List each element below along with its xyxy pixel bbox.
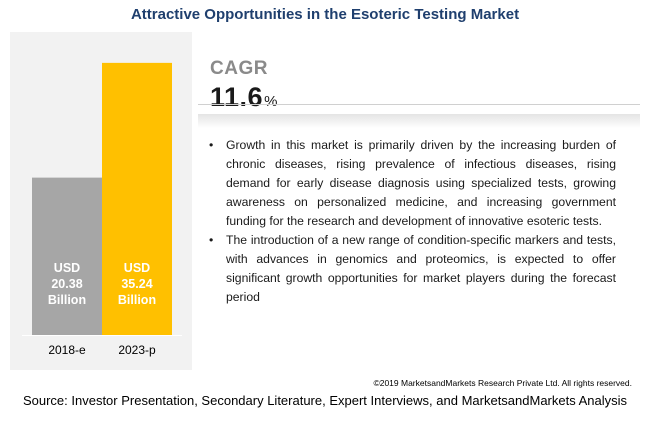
bar-value-label: USD xyxy=(124,261,150,275)
bar-2018-e xyxy=(32,177,102,335)
source-note: Source: Investor Presentation, Secondary… xyxy=(22,393,628,408)
bullet-icon: • xyxy=(209,138,214,152)
x-tick-label: 2018-e xyxy=(48,343,86,357)
x-tick-label: 2023-p xyxy=(118,343,156,357)
cagr-number: 11.6 xyxy=(210,82,264,112)
bullet-icon: • xyxy=(209,233,214,247)
bullet-item: • Growth in this market is primarily dri… xyxy=(208,136,616,231)
bar-2023-p xyxy=(102,62,172,335)
panel-divider xyxy=(192,32,198,370)
bullet-list: • Growth in this market is primarily dri… xyxy=(208,136,616,307)
bar-value-label: Billion xyxy=(118,293,156,307)
copyright-notice: ©2019 MarketsandMarkets Research Private… xyxy=(373,378,632,388)
cagr-divider xyxy=(198,104,640,105)
bar-value-label: 20.38 xyxy=(51,277,82,291)
section-shade xyxy=(198,114,640,128)
bullet-text: Growth in this market is primarily drive… xyxy=(226,138,616,228)
bar-value-label: USD xyxy=(54,261,80,275)
cagr-label: CAGR xyxy=(210,58,268,79)
insights-panel: CAGR 11.6% • Growth in this market is pr… xyxy=(198,32,640,370)
cagr-box: CAGR 11.6% xyxy=(198,42,288,112)
bar-value-label: Billion xyxy=(48,293,86,307)
bar-value-label: 35.24 xyxy=(121,277,152,291)
bullet-item: • The introduction of a new range of con… xyxy=(208,231,616,307)
cagr-value: 11.6% xyxy=(210,82,278,113)
cagr-unit: % xyxy=(264,93,278,110)
bullet-text: The introduction of a new range of condi… xyxy=(226,233,616,304)
bar-chart: USD 20.38 Billion 2018-e USD 35.24 Billion 2023… xyxy=(22,62,182,357)
chart-title: Attractive Opportunities in the Esoteric… xyxy=(130,6,520,23)
